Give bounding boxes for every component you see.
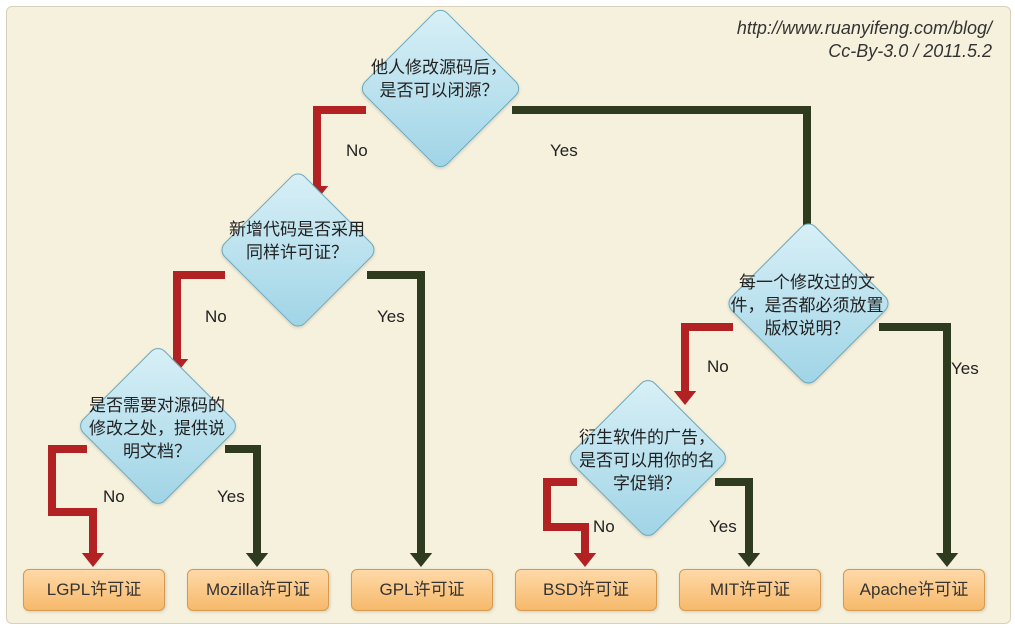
arrowhead (574, 553, 596, 567)
arrowhead (674, 391, 696, 405)
edge-label-q1-q2: No (346, 141, 368, 161)
edge-q1-q4 (512, 110, 807, 236)
edge-label-q5-l_mit: Yes (709, 517, 737, 537)
edge-label-q2-q3: No (205, 307, 227, 327)
arrowhead (738, 553, 760, 567)
edge-label-q4-q5: No (707, 357, 729, 377)
result-l_lgpl: LGPL许可证 (23, 569, 165, 611)
edge-label-q5-l_bsd: No (593, 517, 615, 537)
edge-label-q3-l_lgpl: No (103, 487, 125, 507)
edge-q3-l_lgpl (52, 449, 93, 553)
edge-label-q4-l_apache: Yes (951, 359, 979, 379)
arrowhead (936, 553, 958, 567)
result-l_bsd: BSD许可证 (515, 569, 657, 611)
edge-label-q3-l_mozilla: Yes (217, 487, 245, 507)
flowchart-frame: http://www.ruanyifeng.com/blog/ Cc-By-3.… (6, 6, 1011, 624)
arrowhead (246, 553, 268, 567)
edge-q5-l_bsd (547, 482, 585, 553)
result-l_mozilla: Mozilla许可证 (187, 569, 329, 611)
arrowhead (410, 553, 432, 567)
result-l_mit: MIT许可证 (679, 569, 821, 611)
result-l_gpl: GPL许可证 (351, 569, 493, 611)
result-l_apache: Apache许可证 (843, 569, 985, 611)
edge-q4-l_apache (879, 327, 947, 553)
arrowhead (82, 553, 104, 567)
edge-label-q2-l_gpl: Yes (377, 307, 405, 327)
edge-label-q1-q4: Yes (550, 141, 578, 161)
